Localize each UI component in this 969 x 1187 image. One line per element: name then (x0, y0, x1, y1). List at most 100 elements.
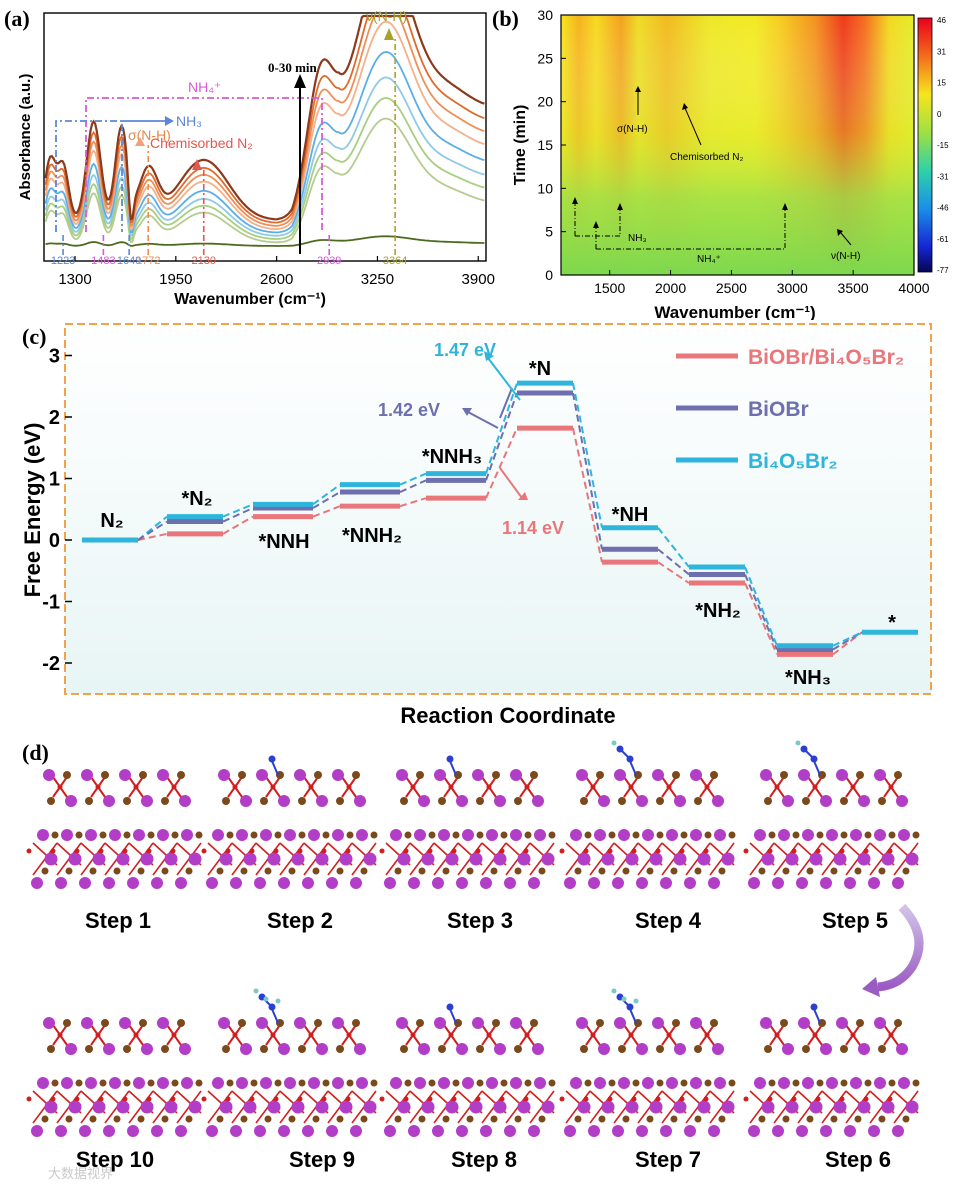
heatmap-y-tick-label: 0 (545, 267, 553, 283)
connector-2-3 (312, 491, 341, 509)
ftir-x-tick-label: 2600 (260, 271, 293, 288)
free-energy-y-ticks: -2 -1 0 1 2 3 (42, 346, 72, 675)
heatmap-time-shade (561, 15, 914, 275)
heat-nh4-label: NH₄⁺ (697, 254, 721, 265)
structure-model-8 (379, 1003, 556, 1137)
heatmap-x-tick-label: 1500 (594, 280, 625, 296)
nh4-bracket (85, 97, 323, 232)
heatmap-y-tick-label: 25 (537, 50, 553, 66)
structure-model-7 (201, 988, 378, 1137)
free-energy-state-labels: N₂ *N₂ *NNH *NNH₂ *NNH₃ *N *NH *NH₂ *NH₃ * (100, 358, 896, 689)
state-label-5: *NNH₃ (422, 446, 482, 468)
connector-1-9 (832, 631, 863, 656)
heatmap-x-tick-label: 2000 (655, 280, 686, 296)
heatmap-y-tick-label: 20 (537, 94, 553, 110)
free-energy-diagram: -2 -1 0 1 2 3 N₂ *N₂ *NNH *NNH₂ *NNH₃ *N *NH *NH₂ *NH… (20, 323, 932, 728)
structure-model-5 (743, 740, 920, 889)
connector-1-6 (572, 427, 603, 563)
ftir-x-tick-label: 1300 (58, 271, 91, 288)
heatmap-y-axis-label: Time (min) (512, 105, 529, 186)
colorbar-tick-label: 15 (937, 79, 946, 88)
heat-sigma-nh-label: σ(N-H) (617, 124, 648, 135)
step-label-row1-1: Step 1 (85, 908, 151, 933)
peak-label-1772: 1772 (136, 255, 160, 267)
step-label-row1-4: Step 4 (635, 908, 702, 933)
connector-3-2 (222, 503, 254, 518)
step-label-row2-3: Step 8 (451, 1147, 517, 1172)
state-label-3: *NNH (258, 531, 309, 553)
free-energy-y-axis-label: Free Energy (eV) (20, 423, 45, 598)
free-energy-y-tick-label: -2 (42, 653, 60, 675)
structure-models (26, 740, 920, 1137)
free-energy-frame (64, 323, 932, 695)
nh4-label: NH₄⁺ (188, 79, 221, 95)
peak-label-3364: 3364 (383, 255, 407, 267)
step-label-row1-3: Step 3 (447, 908, 513, 933)
ftir-spectrum-line-3 (44, 97, 485, 241)
state-label-9: *NH₃ (785, 667, 831, 689)
colorbar-tick-label: 46 (937, 16, 946, 25)
colorbar-tick-label: -31 (937, 172, 949, 181)
legend-label-1: BiOBr/Bi₄O₅Br₂ (748, 346, 904, 369)
ftir-x-axis-label: Wavenumber (cm⁻¹) (174, 291, 326, 308)
peak-label-2130: 2130 (191, 255, 215, 267)
colorbar (917, 17, 933, 273)
free-energy-y-tick-label: -1 (42, 592, 60, 614)
nh3-label: NH₃ (176, 113, 202, 129)
connector-1-7 (657, 561, 690, 584)
ftir-spectrum-line-8 (44, 15, 485, 224)
heatmap-x-axis-label: Wavenumber (cm⁻¹) (654, 303, 815, 320)
connector-1-8 (744, 582, 778, 655)
ftir-x-tick-label: 1950 (159, 271, 192, 288)
state-label-7: *NH (612, 504, 649, 526)
free-energy-y-tick-label: 3 (49, 346, 60, 368)
legend-label-3: Bi₄O₅Br₂ (748, 450, 838, 473)
connector-1-5 (485, 427, 518, 499)
step-label-row1-5: Step 5 (822, 908, 888, 933)
ftir-spectrum-line-6 (44, 20, 485, 231)
colorbar-tick-label: -61 (937, 235, 949, 244)
ftir-spectrum-line-9 (44, 14, 485, 221)
chemisorbed-arrowhead (192, 159, 202, 170)
barrier-label-bi4o5br2: 1.47 eV (434, 340, 496, 360)
sigma-nh-label: σ(N-H) (128, 127, 171, 143)
connector-1-4 (399, 497, 427, 508)
connector-3-9 (832, 631, 863, 647)
ftir-spectrum-line-1 (45, 235, 485, 247)
panel-label-a: (a) (4, 6, 30, 31)
nu-nh-arrowhead (384, 28, 394, 40)
structure-model-9 (559, 988, 736, 1137)
peak-label-1223: 1223 (51, 255, 75, 267)
colorbar-tick-label: -15 (937, 141, 949, 150)
heatmap-x-tick-label: 2500 (716, 280, 747, 296)
free-energy-levels (82, 380, 918, 657)
heatmap-y-tick-label: 10 (537, 180, 553, 196)
step-label-row2-5: Step 6 (825, 1147, 891, 1172)
ftir-spectrum-line-4 (44, 76, 485, 237)
step-label-row2-2: Step 9 (289, 1147, 355, 1172)
heat-chemisorbed-label: Chemisorbed N₂ (670, 152, 743, 163)
ftir-spectrum-line-2 (44, 117, 485, 244)
heatmap-y-tick-label: 5 (545, 224, 553, 240)
colorbar-tick-label: 0 (937, 110, 942, 119)
state-label-1: N₂ (100, 510, 123, 532)
heatmap-x-tick-label: 4000 (898, 280, 929, 296)
colorbar-tick-label: -46 (937, 204, 949, 213)
heat-nu-nh-label: ν(N-H) (831, 251, 860, 262)
reaction-pathway-structures: Step 1 Step 2 Step 3 Step 4 Step 5 Step 10 Ste… (26, 740, 924, 1181)
structure-model-3 (379, 755, 556, 889)
free-energy-y-tick-label: 0 (49, 530, 60, 552)
state-label-2: *N₂ (181, 488, 212, 510)
ftir-x-ticks: 1300 1950 2600 3250 3900 (58, 256, 495, 288)
structure-model-2 (201, 755, 378, 889)
free-energy-y-tick-label: 1 (49, 469, 60, 491)
state-label-10: * (888, 612, 896, 634)
legend-label-2: BiOBr (748, 398, 809, 421)
ftir-spectrum-line-5 (44, 51, 485, 234)
state-label-8: *NH₂ (695, 600, 741, 622)
heatmap-x-tick-label: 3500 (838, 280, 869, 296)
step-labels: Step 1 Step 2 Step 3 Step 4 Step 5 Step 10 Ste… (76, 908, 891, 1172)
ftir-series-group (44, 14, 485, 247)
connector-1-2 (222, 515, 254, 535)
